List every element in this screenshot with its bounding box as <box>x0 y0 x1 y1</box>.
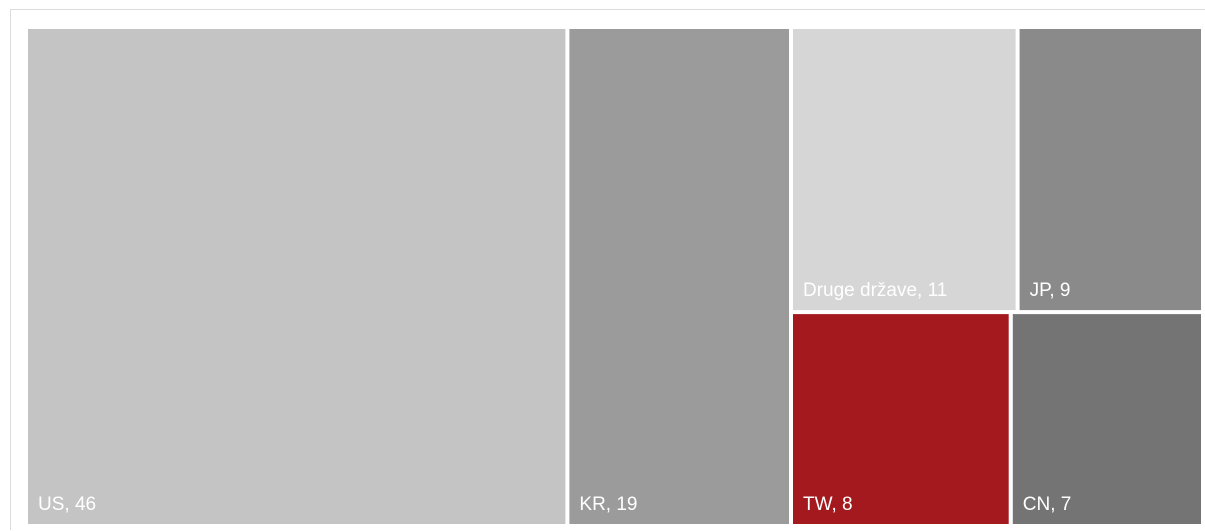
tile-label-tw: TW, 8 <box>803 494 853 515</box>
treemap-tile-kr: KR, 19 <box>569 29 789 524</box>
tile-label-druge-drzave: Druge države, 11 <box>803 280 947 301</box>
tile-rect-tw <box>793 314 1009 524</box>
tile-label-kr: KR, 19 <box>579 494 637 515</box>
treemap-tile-cn: CN, 7 <box>1012 314 1201 524</box>
tile-rect-druge-drzave <box>793 29 1016 311</box>
tile-rect-kr <box>569 29 789 524</box>
treemap-tile-druge-drzave: Druge države, 11 <box>793 29 1016 311</box>
tile-rect-cn <box>1012 314 1201 524</box>
tile-rect-us <box>28 29 566 524</box>
treemap-tile-us: US, 46 <box>28 29 566 524</box>
tile-rect-jp <box>1019 29 1201 311</box>
tile-label-cn: CN, 7 <box>1023 494 1072 515</box>
tile-label-jp: JP, 9 <box>1030 280 1071 301</box>
treemap-tile-tw: TW, 8 <box>793 314 1009 524</box>
tile-label-us: US, 46 <box>38 494 96 515</box>
treemap-chart: US, 46 KR, 19 Druge države, 11 JP, 9 TW, 8 CN… <box>28 29 1201 524</box>
chart-frame: US, 46 KR, 19 Druge države, 11 JP, 9 TW, 8 CN… <box>10 9 1205 530</box>
treemap-tile-jp: JP, 9 <box>1019 29 1201 311</box>
